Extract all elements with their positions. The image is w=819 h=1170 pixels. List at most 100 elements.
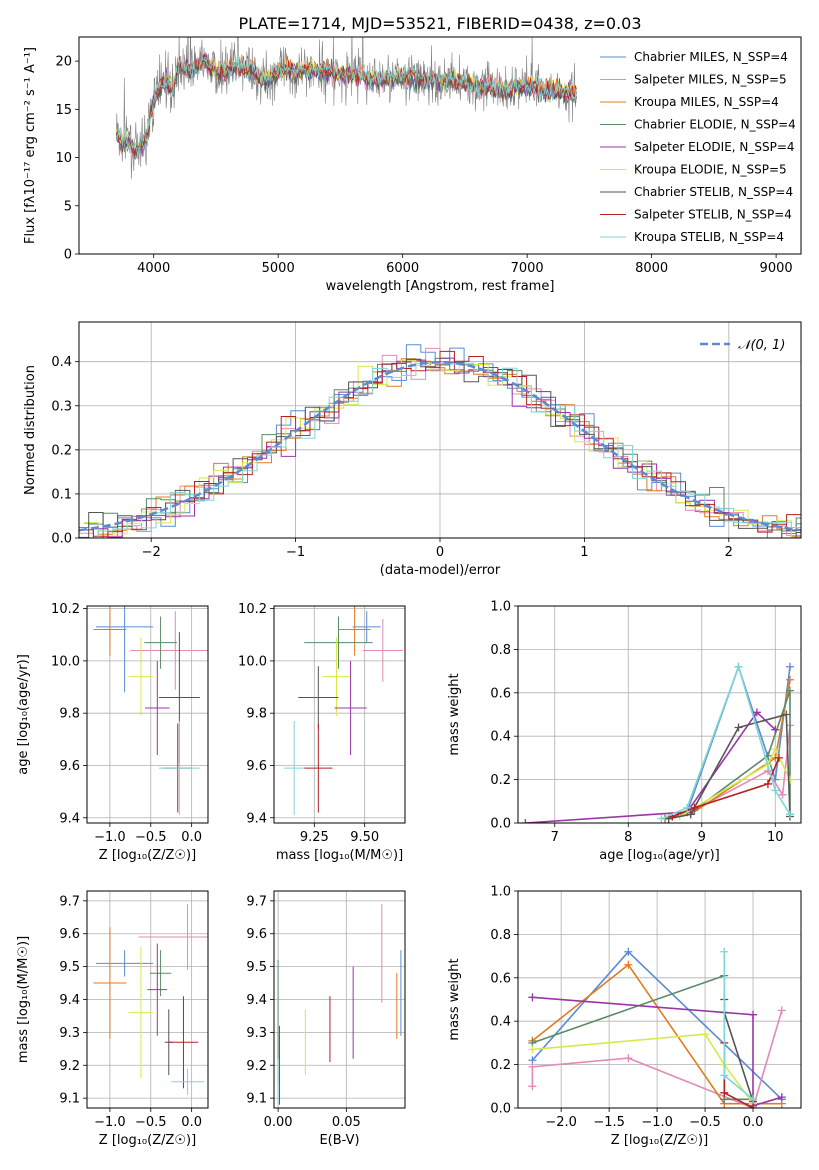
x-axis-label: wavelength [Angstrom, rest frame] xyxy=(326,279,555,294)
weight-marker-chabrier_miles xyxy=(785,662,794,671)
y-tick-label: 0.4 xyxy=(490,730,511,745)
y-tick-label: 9.4 xyxy=(246,993,267,1008)
axes-frame xyxy=(517,890,802,1109)
x-tick-label: −1.5 xyxy=(593,1115,625,1130)
weight-marker-salpeter_stelib xyxy=(749,1104,758,1108)
x-tick-label: −2 xyxy=(142,545,161,560)
weight-marker-salpeter_miles xyxy=(624,1054,633,1063)
x-tick-label: 7 xyxy=(551,830,559,845)
y-tick-label: 0.0 xyxy=(51,532,72,547)
weight-marker-kroupa_stelib xyxy=(771,786,780,795)
weight-line-salpeter_elodie xyxy=(532,996,783,1107)
y-tick-label: 1.0 xyxy=(490,885,511,900)
y-tick-label: 0.0 xyxy=(490,817,511,832)
legend-label: 𝒩(0, 1) xyxy=(738,338,785,353)
y-tick-label: 0.6 xyxy=(490,971,511,986)
x-tick-label: 2 xyxy=(725,545,733,560)
axes-age_vs_mass: 9.25 9.50 9.4 9.6 9.8 10.0 10.2 mass [log₁₀(M/M… xyxy=(238,602,406,863)
x-tick-label: −1.0 xyxy=(94,830,126,845)
axes-frame xyxy=(273,890,406,1109)
weight-marker-salpeter_stelib xyxy=(720,1088,729,1097)
weight-line-chabrier_elodie xyxy=(532,974,753,1101)
x-tick-label: 9 xyxy=(698,830,706,845)
weight-line-kroupa_stelib xyxy=(660,664,791,820)
axes-frame xyxy=(273,605,406,824)
x-tick-label: −1 xyxy=(286,545,305,560)
axes-mass_vs_Z: −1.0 −0.5 0.0 9.1 9.2 9.3 9.4 9.5 9.6 9.7 Z [log₁₀… xyxy=(16,890,209,1148)
x-tick-label: 0.0 xyxy=(181,1115,202,1130)
weight-line-salpeter_stelib xyxy=(672,757,780,818)
y-tick-label: 9.8 xyxy=(246,707,267,722)
weight-marker-salpeter_stelib xyxy=(774,753,783,762)
y-tick-label: 9.2 xyxy=(246,1059,267,1074)
y-tick-label: 20 xyxy=(55,55,72,70)
y-tick-label: 10.0 xyxy=(51,654,80,669)
legend-label: Kroupa MILES, N_SSP=4 xyxy=(634,95,779,109)
legend-label: Chabrier STELIB, N_SSP=4 xyxy=(634,185,793,199)
x-axis-label: E(B-V) xyxy=(319,1133,359,1148)
y-tick-label: 0.2 xyxy=(490,1058,511,1073)
y-tick-label: 9.4 xyxy=(246,811,267,826)
x-axis-label: age [log₁₀(age/yr)] xyxy=(599,848,720,863)
chart-layer: 4000 5000 6000 7000 8000 900005101520waveleng… xyxy=(16,36,802,1148)
plot-area-mass_vs_ebv xyxy=(277,904,402,1105)
weight-marker-salpeter_miles xyxy=(528,1062,537,1071)
y-tick-label: 9.7 xyxy=(59,894,80,909)
weight-marker-salpeter_elodie xyxy=(528,993,537,1002)
weight-line-chabrier_miles xyxy=(664,664,791,820)
model-line-kroupa_stelib xyxy=(115,56,577,158)
weight-marker-chabrier_stelib xyxy=(782,710,791,719)
weight-marker-salpeter_stelib xyxy=(763,779,772,788)
legend-label: Chabrier MILES, N_SSP=4 xyxy=(634,50,788,64)
y-tick-label: 9.7 xyxy=(246,894,267,909)
y-axis-label: Flux [fλ10⁻¹⁷ erg cm⁻² s⁻¹ A⁻¹] xyxy=(23,47,38,244)
plot-area-age_vs_Z xyxy=(93,606,208,816)
y-tick-label: 0.8 xyxy=(490,928,511,943)
model-line-chabrier_stelib xyxy=(115,58,577,156)
x-axis-label: Z [log₁₀(Z/Z☉)] xyxy=(99,1133,196,1148)
y-tick-label: 9.4 xyxy=(59,993,80,1008)
y-tick-label: 1.0 xyxy=(490,600,511,615)
weight-marker-kroupa_miles xyxy=(785,675,794,684)
x-tick-label: −1.0 xyxy=(641,1115,673,1130)
hist-step-kroupa_elodie xyxy=(83,359,801,538)
y-tick-label: 9.5 xyxy=(246,960,267,975)
plot-area-weight_vs_Z xyxy=(528,947,786,1108)
plot-area-spectrum xyxy=(115,37,578,180)
y-tick-label: 9.8 xyxy=(59,707,80,722)
x-tick-label: 0 xyxy=(436,545,444,560)
y-axis-label: mass weight xyxy=(447,958,462,1040)
axes-frame xyxy=(86,605,209,824)
x-tick-label: 0.05 xyxy=(332,1115,361,1130)
legend-label: Salpeter MILES, N_SSP=5 xyxy=(634,73,787,87)
x-tick-label: −1.0 xyxy=(94,1115,126,1130)
weight-marker-kroupa_stelib xyxy=(720,947,729,956)
legend-label: Chabrier ELODIE, N_SSP=4 xyxy=(634,118,796,132)
y-tick-label: 9.6 xyxy=(59,927,80,942)
y-tick-label: 0.4 xyxy=(490,1015,511,1030)
y-tick-label: 0.3 xyxy=(51,399,72,414)
plot-area-mass_vs_Z xyxy=(93,904,208,1095)
axes-weight_vs_Z: −2.0 −1.5 −1.0 −0.5 0.0 0.0 0.2 0.4 0.6 0.8 1.0 Z [… xyxy=(447,885,802,1148)
axes-frame xyxy=(78,36,802,255)
weight-marker-salpeter_miles xyxy=(777,1006,786,1015)
weight-marker-kroupa_elodie xyxy=(771,745,780,754)
weight-marker-kroupa_stelib xyxy=(785,810,794,819)
weight-marker-chabrier_miles xyxy=(624,947,633,956)
x-axis-label: mass [log₁₀(M/M☉)] xyxy=(276,848,403,863)
hist-step-salpeter_stelib xyxy=(79,350,801,537)
y-tick-label: 9.6 xyxy=(246,759,267,774)
weight-marker-kroupa_miles xyxy=(624,960,633,969)
y-tick-label: 0.2 xyxy=(490,773,511,788)
plot-area-weight_vs_age xyxy=(521,662,794,823)
y-tick-label: 0.4 xyxy=(51,355,72,370)
weight-marker-chabrier_stelib xyxy=(686,810,695,819)
weight-marker-kroupa_stelib xyxy=(683,803,692,812)
x-tick-label: −0.5 xyxy=(135,1115,167,1130)
y-tick-label: 10 xyxy=(55,151,72,166)
model-line-kroupa_miles xyxy=(115,52,577,159)
weight-marker-salpeter_elodie xyxy=(521,819,530,823)
y-tick-label: 9.4 xyxy=(59,811,80,826)
hist-step-chabrier_stelib xyxy=(79,358,801,538)
normal-curve xyxy=(79,360,801,532)
